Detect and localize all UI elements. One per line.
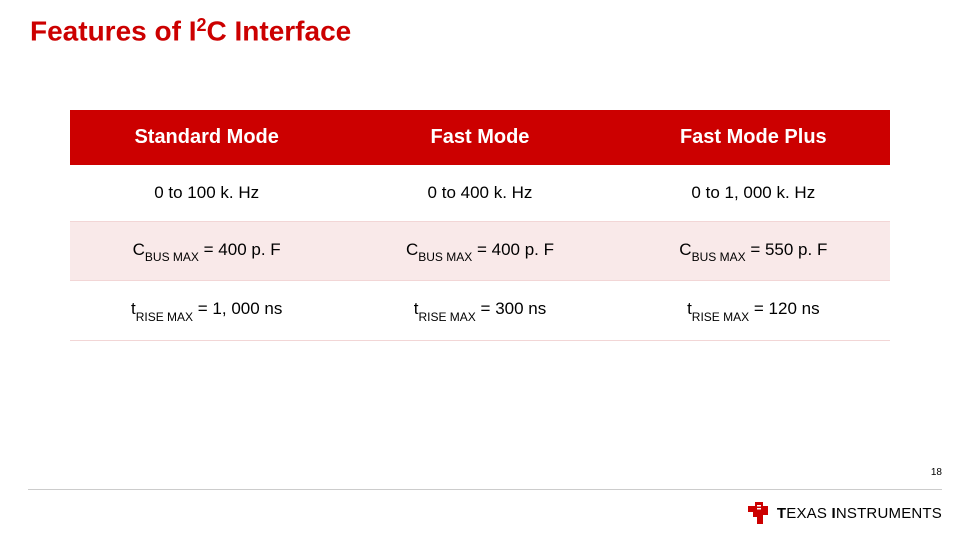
ti-logo: TEXAS INSTRUMENTS (745, 502, 942, 524)
page-title: Features of I2C Interface (30, 14, 351, 47)
col-header-1: Fast Mode (343, 110, 616, 165)
cell-prefix: C (679, 240, 691, 259)
cell-prefix: C (133, 240, 145, 259)
cell-suffix: = 120 ns (749, 299, 819, 318)
cell-sub: BUS MAX (145, 250, 199, 264)
cell-sub: RISE MAX (136, 310, 193, 324)
cell: CBUS MAX = 550 p. F (617, 222, 890, 281)
cell-suffix: = 550 p. F (746, 240, 828, 259)
cell-suffix: = 300 ns (476, 299, 546, 318)
title-superscript: 2 (196, 15, 206, 35)
cell: CBUS MAX = 400 p. F (343, 222, 616, 281)
cell: tRISE MAX = 300 ns (343, 281, 616, 340)
table-header-row: Standard Mode Fast Mode Fast Mode Plus (70, 110, 890, 165)
cell-sub: RISE MAX (692, 310, 749, 324)
ti-chip-icon (745, 502, 771, 524)
comparison-table-wrap: Standard Mode Fast Mode Fast Mode Plus 0… (70, 110, 890, 341)
cell: 0 to 400 k. Hz (343, 165, 616, 222)
table-row: tRISE MAX = 1, 000 ns tRISE MAX = 300 ns… (70, 281, 890, 340)
col-header-2: Fast Mode Plus (617, 110, 890, 165)
cell: 0 to 1, 000 k. Hz (617, 165, 890, 222)
col-header-0: Standard Mode (70, 110, 343, 165)
cell: CBUS MAX = 400 p. F (70, 222, 343, 281)
page-number: 18 (931, 467, 942, 478)
footer-divider (28, 489, 942, 490)
ti-logo-text: TEXAS INSTRUMENTS (777, 505, 942, 522)
cell: tRISE MAX = 120 ns (617, 281, 890, 340)
cell-sub: BUS MAX (692, 250, 746, 264)
cell-prefix: t (131, 299, 136, 318)
cell-suffix: = 1, 000 ns (193, 299, 282, 318)
title-suffix: C Interface (207, 15, 352, 46)
cell-suffix: = 400 p. F (472, 240, 554, 259)
cell-prefix: C (406, 240, 418, 259)
slide: Features of I2C Interface Standard Mode … (0, 0, 960, 540)
cell-sub: BUS MAX (418, 250, 472, 264)
cell-sub: RISE MAX (418, 310, 475, 324)
cell: tRISE MAX = 1, 000 ns (70, 281, 343, 340)
table-body: 0 to 100 k. Hz 0 to 400 k. Hz 0 to 1, 00… (70, 165, 890, 340)
table-row: 0 to 100 k. Hz 0 to 400 k. Hz 0 to 1, 00… (70, 165, 890, 222)
table-row: CBUS MAX = 400 p. F CBUS MAX = 400 p. F … (70, 222, 890, 281)
title-prefix: Features of I (30, 15, 196, 46)
table-head: Standard Mode Fast Mode Fast Mode Plus (70, 110, 890, 165)
cell-suffix: = 400 p. F (199, 240, 281, 259)
cell: 0 to 100 k. Hz (70, 165, 343, 222)
comparison-table: Standard Mode Fast Mode Fast Mode Plus 0… (70, 110, 890, 341)
